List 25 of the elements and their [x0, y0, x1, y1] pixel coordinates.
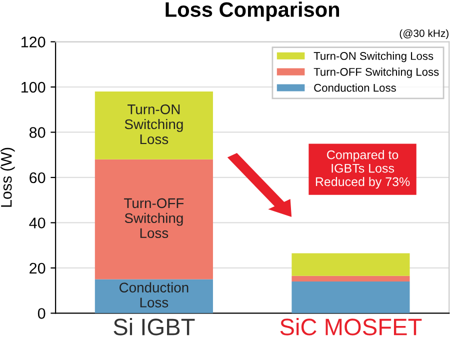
bar: [292, 282, 410, 314]
y-tick-label: 20: [30, 262, 46, 274]
bar: [292, 276, 410, 282]
text: (@30 kHz): [400, 29, 448, 40]
y-tick-label: 60: [30, 172, 46, 184]
y-tick-label: 40: [29, 218, 46, 228]
legend-label: Turn-OFF Switching Loss: [314, 68, 439, 78]
y-tick-label: 0: [38, 308, 46, 319]
y-tick-label: 100: [22, 82, 46, 93]
annotation: Compared to IGBTs Loss Reduced by 73%: [316, 150, 410, 189]
y-tick-label: 120: [22, 36, 46, 48]
x-tick-label: Si IGBT: [114, 318, 195, 336]
bar: [94, 279, 213, 314]
legend-label: Turn-ON Switching Loss: [314, 52, 434, 62]
chart-title: Loss Comparison: [166, 2, 340, 22]
bar: [94, 159, 213, 280]
annotation: Conduction Loss: [120, 282, 188, 308]
legend-label: Conduction Loss: [314, 84, 396, 92]
y-tick-label: 80: [30, 127, 46, 138]
annotation: Turn-ON Switching Loss: [124, 104, 183, 144]
y-axis-title: Loss (W): [0, 148, 15, 207]
annotation: Turn-OFF Switching Loss: [124, 198, 184, 238]
bar: [292, 253, 410, 276]
bar: [94, 92, 213, 160]
x-tick-label: SiC MOSFET: [280, 318, 422, 336]
